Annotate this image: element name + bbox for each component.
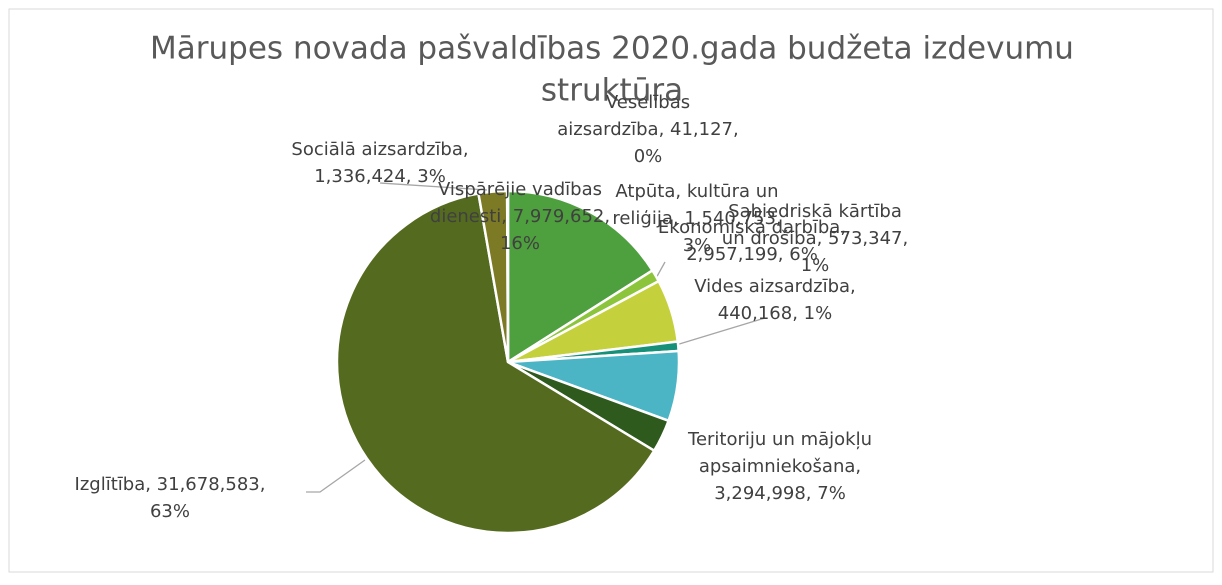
chart-title: struktūra [541,73,683,109]
data-label: dienesti, 7,979,652, [430,206,610,227]
data-label: 0% [634,146,663,167]
data-label: aizsardzība, 41,127, [557,119,738,140]
data-label: reliģija, 1,540,753, [612,208,781,229]
data-label: Veselības [606,92,690,113]
data-label: 16% [500,233,540,254]
data-label: Vides aizsardzība, [694,276,856,297]
data-label: un drošība, 573,347, [722,228,908,249]
chart-title: Mārupes novada pašvaldības 2020.gada bud… [150,31,1074,67]
pie [335,189,681,535]
data-label: Sociālā aizsardzība, [291,139,468,160]
data-label: 2,957,199, 6% [686,244,818,265]
data-label: Atpūta, kultūra un [615,181,778,202]
pie-slice [506,189,655,365]
data-label: apsaimniekošana, [699,456,861,477]
pie-slice [505,189,510,363]
data-label: Vispārējie vadības [438,179,602,200]
data-label: Teritoriju un mājokļu [687,429,872,450]
data-label: Izglītība, 31,678,583, [75,474,266,495]
data-label: 3,294,998, 7% [714,483,846,504]
data-label: 1,336,424, 3% [314,166,446,187]
data-label: Ekonomiskā darbība, [658,217,846,238]
pie-slice [335,192,656,535]
data-label: Sabiedriskā kārtība [728,201,902,222]
data-label: 63% [150,501,190,522]
data-label: 3% [683,235,712,256]
data-label: 440,168, 1% [718,303,832,324]
data-label: 1% [801,255,830,276]
